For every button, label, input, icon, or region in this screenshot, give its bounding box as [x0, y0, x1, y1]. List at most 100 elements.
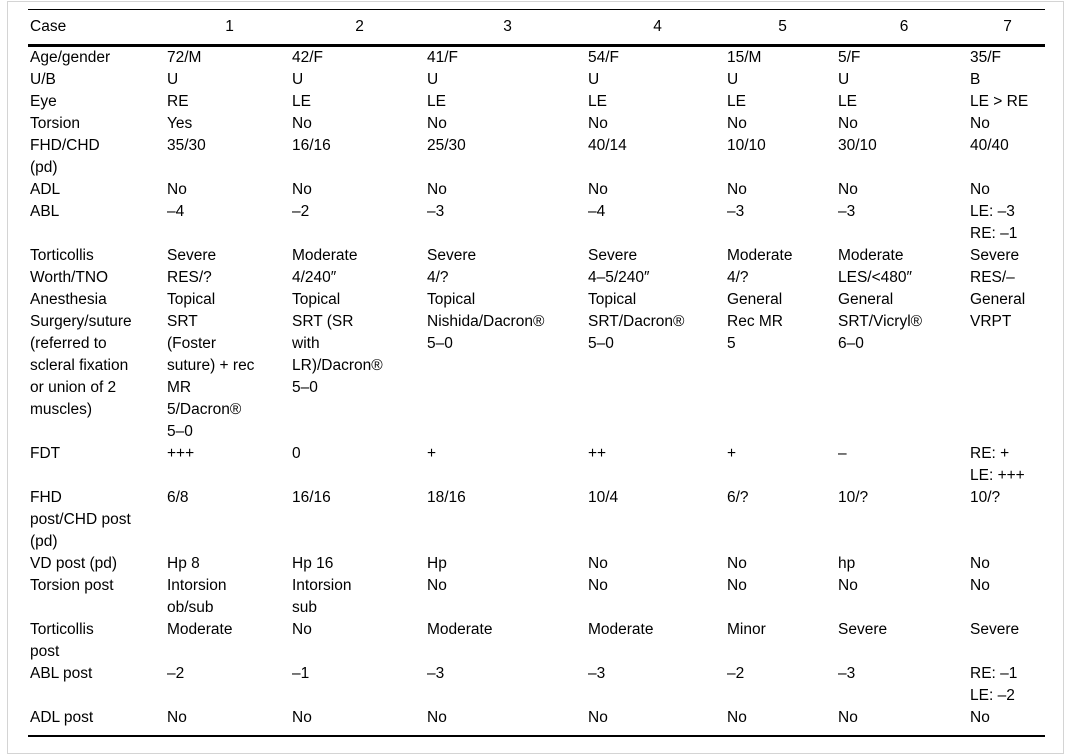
cell-case-7: General	[970, 291, 1026, 308]
cell-case-1: Hp 8	[167, 555, 200, 572]
cell-case-6: LE	[838, 93, 857, 110]
cell-case-3: Severe	[427, 247, 477, 264]
row-label: Eye	[30, 93, 57, 110]
cell-case-4: U	[588, 71, 600, 88]
cell-case-4: No	[588, 555, 608, 572]
cell-case-6: Severe	[838, 621, 888, 638]
table-row: Age/gender 72/M 42/F 41/F 54/F 15/M 5/F …	[28, 46, 1045, 70]
cell-case-4: No	[588, 181, 608, 198]
cell-case-2: No	[292, 621, 312, 638]
cell-case-7: Severe	[970, 247, 1020, 264]
cell-case-5: 15/M	[727, 49, 762, 66]
cell-case-4: 40/14	[588, 137, 627, 154]
cell-case-6: U	[838, 71, 850, 88]
cell-case-5: 6/?	[727, 489, 749, 506]
cell-case-6: No	[838, 577, 858, 594]
cell-case-1: U	[167, 71, 179, 88]
row-label: Torticollis	[30, 247, 94, 264]
cell-case-7: 40/40	[970, 137, 1009, 154]
cell-case-1: No	[167, 709, 187, 726]
cell-case-5: No	[727, 577, 747, 594]
table-header: Case 1 2 3 4 5 6 7	[28, 10, 1045, 46]
cell-case-4: –4	[588, 203, 606, 220]
header-case-2: 2	[355, 18, 364, 35]
cell-case-3: –3	[427, 203, 445, 220]
cell-case-3: Topical	[427, 291, 476, 308]
cell-case-2: U	[292, 71, 304, 88]
cell-case-1: –4	[167, 203, 185, 220]
row-label: U/B	[30, 71, 56, 88]
row-label: ABL	[30, 203, 60, 220]
cell-case-6: 10/?	[838, 489, 869, 506]
cell-case-1: No	[167, 181, 187, 198]
cell-case-3: No	[427, 115, 447, 132]
cell-case-6: No	[838, 709, 858, 726]
cell-case-7: 10/?	[970, 489, 1001, 506]
cell-case-6: –	[838, 445, 847, 462]
cell-case-2: 0	[292, 445, 301, 462]
cell-case-2: 16/16	[292, 489, 331, 506]
header-case-3: 3	[503, 18, 512, 35]
cell-case-7: No	[970, 709, 990, 726]
cell-case-1: 6/8	[167, 489, 189, 506]
cell-case-1: RE	[167, 93, 189, 110]
cell-case-5: No	[727, 709, 747, 726]
cell-case-4: ++	[588, 445, 607, 462]
header-row: Case 1 2 3 4 5 6 7	[28, 10, 1045, 46]
cell-case-6: 30/10	[838, 137, 877, 154]
header-case-1: 1	[225, 18, 234, 35]
table-row: ADL No No No No No No No	[28, 179, 1045, 201]
cell-case-2: No	[292, 709, 312, 726]
cell-case-6: –3	[838, 203, 856, 220]
cell-case-2: Topical	[292, 291, 341, 308]
cell-case-7: B	[970, 71, 981, 88]
cell-case-2: –2	[292, 203, 310, 220]
row-label: FDT	[30, 445, 61, 462]
cell-case-4: SRT/Dacron® 5–0	[588, 313, 685, 352]
cell-case-7: RES/–	[970, 269, 1015, 286]
cell-case-5: U	[727, 71, 739, 88]
cell-case-7: LE > RE	[970, 93, 1029, 110]
cell-case-3: Nishida/Dacron® 5–0	[427, 313, 545, 352]
cell-case-1: Moderate	[167, 621, 233, 638]
cell-case-4: –3	[588, 665, 606, 682]
table-row: ADL post No No No No No No No	[28, 707, 1045, 736]
cell-case-1: 35/30	[167, 137, 206, 154]
cell-case-7: Severe	[970, 621, 1020, 638]
cell-case-2: Hp 16	[292, 555, 334, 572]
row-label: Anesthesia	[30, 291, 107, 308]
cell-case-5: –2	[727, 665, 745, 682]
cell-case-5: 10/10	[727, 137, 766, 154]
table-row: Torticollis Severe Moderate Severe Sever…	[28, 245, 1045, 267]
cell-case-5: +	[727, 445, 737, 462]
cell-case-3: U	[427, 71, 439, 88]
cell-case-5: No	[727, 181, 747, 198]
cell-case-1: 72/M	[167, 49, 202, 66]
cell-case-3: No	[427, 709, 447, 726]
table-row: Anesthesia Topical Topical Topical Topic…	[28, 289, 1045, 311]
cell-case-1: SRT (Foster suture) + rec MR 5/Dacron® 5…	[167, 313, 255, 440]
cell-case-1: –2	[167, 665, 185, 682]
cell-case-4: 54/F	[588, 49, 620, 66]
row-label: FHD/CHD (pd)	[30, 137, 100, 176]
cell-case-2: LE	[292, 93, 311, 110]
cell-case-3: +	[427, 445, 437, 462]
cell-case-7: No	[970, 577, 990, 594]
row-label: VD post (pd)	[30, 555, 118, 572]
cell-case-5: Rec MR 5	[727, 313, 783, 352]
cell-case-3: Hp	[427, 555, 447, 572]
row-label: ADL	[30, 181, 61, 198]
cell-case-7: 35/F	[970, 49, 1002, 66]
cell-case-3: 25/30	[427, 137, 466, 154]
cell-case-3: LE	[427, 93, 446, 110]
cell-case-4: Moderate	[588, 621, 654, 638]
cell-case-1: Intorsion ob/sub	[167, 577, 227, 616]
cell-case-4: 10/4	[588, 489, 619, 506]
table-row: FHD/CHD (pd) 35/30 16/16 25/30 40/14 10/…	[28, 135, 1045, 179]
cell-case-3: 41/F	[427, 49, 459, 66]
table-row: Torsion post Intorsion ob/sub Intorsion …	[28, 575, 1045, 619]
cell-case-2: 16/16	[292, 137, 331, 154]
cell-case-7: VRPT	[970, 313, 1012, 330]
cell-case-6: SRT/Vicryl® 6–0	[838, 313, 923, 352]
cell-case-4: Topical	[588, 291, 637, 308]
